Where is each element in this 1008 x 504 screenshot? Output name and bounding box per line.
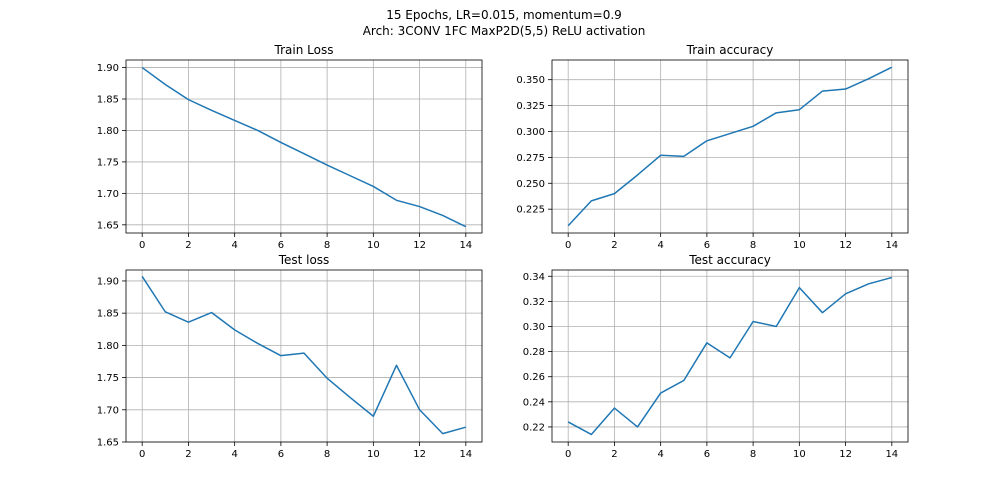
figure-suptitle-line2: Arch: 3CONV 1FC MaxP2D(5,5) ReLU activat… [362,24,646,38]
train-accuracy-xtick-label-5: 10 [793,240,806,251]
train-accuracy-xtick-label-3: 6 [704,240,710,251]
train-accuracy-xtick-label-6: 12 [839,240,852,251]
test-loss-xtick-label-3: 6 [278,449,284,460]
test-loss-ytick-label-5: 1.90 [97,276,119,287]
test-accuracy-xtick-label-2: 4 [657,449,663,460]
test-loss-xtick-label-2: 4 [231,449,237,460]
train-loss-series-line [141,66,467,228]
train-loss-chart: 0 2 4 6 8 10 12 14 1.65 1.70 1.75 1.80 1.85 1.90 Train… [97,43,483,251]
test-loss-ytick-label-3: 1.80 [97,341,119,352]
train-accuracy-ytick-label-4: 0.325 [516,101,545,112]
train-loss-axes-frame [125,59,483,234]
train-accuracy-ytick-label-0: 0.225 [516,205,545,216]
test-accuracy-ytick-label-4: 0.30 [523,322,545,333]
train-loss-ytick-label-4: 1.85 [97,95,119,106]
test-loss-ytick-label-1: 1.70 [97,405,119,416]
test-accuracy-axes-frame [551,269,909,443]
train-accuracy-series-line [567,66,893,227]
train-loss-xtick-label-6: 12 [413,240,426,251]
train-loss-title: Train Loss [274,43,334,57]
train-accuracy-chart: 0 2 4 6 8 10 12 14 0.225 0.250 0.275 0.300 0.325 0.35… [516,43,909,251]
test-accuracy-ytick-label-3: 0.28 [523,347,545,358]
test-accuracy-ytick-label-6: 0.34 [523,272,545,283]
test-accuracy-title: Test accuracy [688,253,771,267]
train-accuracy-ytick-label-1: 0.250 [516,179,545,190]
figure-suptitle-line1: 15 Epochs, LR=0.015, momentum=0.9 [386,8,622,22]
test-accuracy-xtick-label-5: 10 [793,449,806,460]
test-loss-xtick-label-7: 14 [459,449,472,460]
train-loss-xtick-label-1: 2 [185,240,191,251]
test-loss-xtick-label-0: 0 [139,449,145,460]
train-accuracy-xtick-label-4: 8 [750,240,756,251]
test-loss-ytick-label-2: 1.75 [97,373,119,384]
train-loss-ytick-label-2: 1.75 [97,157,119,168]
train-accuracy-axes-frame [551,59,909,234]
train-accuracy-xtick-label-2: 4 [657,240,663,251]
train-accuracy-ytick-label-2: 0.275 [516,153,545,164]
test-accuracy-series-line [567,276,893,436]
train-loss-xtick-label-7: 14 [459,240,472,251]
test-loss-axes-frame [125,269,483,443]
train-loss-xtick-label-2: 4 [231,240,237,251]
train-accuracy-ytick-label-5: 0.350 [516,75,545,86]
train-accuracy-xtick-label-7: 14 [885,240,898,251]
test-accuracy-xtick-label-3: 6 [704,449,710,460]
test-loss-ytick-label-0: 1.65 [97,438,119,449]
test-accuracy-xtick-label-1: 2 [611,449,617,460]
test-accuracy-xtick-label-7: 14 [885,449,898,460]
test-accuracy-chart: 0 2 4 6 8 10 12 14 0.22 0.24 0.26 0.28 0.30 0.32 0.34 T… [523,253,909,460]
test-accuracy-xtick-label-4: 8 [750,449,756,460]
test-accuracy-ytick-label-0: 0.22 [523,422,545,433]
test-loss-ytick-label-4: 1.85 [97,309,119,320]
test-loss-chart: 0 2 4 6 8 10 12 14 1.65 1.70 1.75 1.80 1.85 1.90 Test … [97,253,483,460]
test-accuracy-xtick-label-6: 12 [839,449,852,460]
test-loss-xtick-label-1: 2 [185,449,191,460]
train-loss-ytick-label-3: 1.80 [97,126,119,137]
test-accuracy-xtick-label-0: 0 [565,449,571,460]
train-accuracy-title: Train accuracy [686,43,774,57]
train-loss-xtick-label-4: 8 [324,240,330,251]
test-loss-series-line [141,276,467,435]
train-loss-xtick-label-3: 6 [278,240,284,251]
test-loss-xtick-label-5: 10 [367,449,380,460]
test-loss-xtick-label-4: 8 [324,449,330,460]
test-accuracy-ytick-label-2: 0.26 [523,372,545,383]
test-loss-xtick-label-6: 12 [413,449,426,460]
train-accuracy-xtick-label-1: 2 [611,240,617,251]
train-loss-ytick-label-5: 1.90 [97,63,119,74]
train-loss-ytick-label-1: 1.70 [97,189,119,200]
test-loss-title: Test loss [278,253,330,267]
train-accuracy-ytick-label-3: 0.300 [516,127,545,138]
test-accuracy-ytick-label-1: 0.24 [523,397,545,408]
train-loss-xtick-label-5: 10 [367,240,380,251]
train-loss-xtick-label-0: 0 [139,240,145,251]
train-accuracy-xtick-label-0: 0 [565,240,571,251]
train-loss-ytick-label-0: 1.65 [97,220,119,231]
test-accuracy-ytick-label-5: 0.32 [523,297,545,308]
